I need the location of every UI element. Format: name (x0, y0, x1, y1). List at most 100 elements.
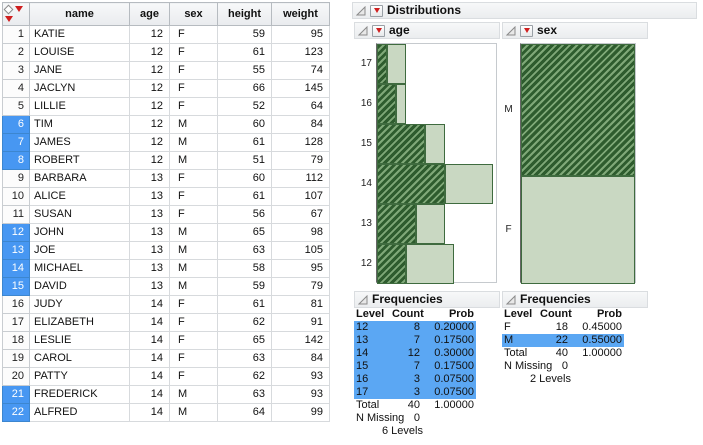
age-histogram-bar[interactable] (377, 164, 493, 204)
cell-sex[interactable]: M (169, 241, 218, 260)
row-number-cell[interactable]: 4 (2, 79, 30, 98)
row-number-cell[interactable]: 5 (2, 97, 30, 116)
selected-segment[interactable] (377, 124, 425, 164)
cell-sex[interactable]: F (169, 187, 218, 206)
sex-segment-m[interactable] (521, 44, 635, 176)
cell-age[interactable]: 14 (129, 403, 170, 422)
cell-age[interactable]: 14 (129, 331, 170, 350)
disclosure-icon[interactable] (506, 25, 516, 36)
cell-age[interactable]: 13 (129, 277, 170, 296)
cell-age[interactable]: 12 (129, 115, 170, 134)
cell-sex[interactable]: F (169, 97, 218, 116)
row-number-cell[interactable]: 1 (2, 25, 30, 44)
row-number-cell[interactable]: 9 (2, 169, 30, 188)
age-histogram-bar[interactable] (377, 244, 454, 284)
cell-sex[interactable]: F (169, 295, 218, 314)
row-number-cell[interactable]: 2 (2, 43, 30, 62)
distributions-red-triangle-icon[interactable] (370, 4, 383, 17)
cell-age[interactable]: 13 (129, 205, 170, 224)
column-header-age[interactable]: age (129, 2, 170, 26)
cell-weight[interactable]: 81 (271, 295, 330, 314)
cell-height[interactable]: 60 (217, 115, 272, 134)
cell-sex[interactable]: M (169, 133, 218, 152)
cell-age[interactable]: 12 (129, 61, 170, 80)
column-header-sex[interactable]: sex (169, 2, 218, 26)
panel-diamond-icon[interactable] (3, 4, 14, 14)
disclosure-icon[interactable] (358, 294, 368, 305)
cell-name[interactable]: LILLIE (29, 97, 130, 116)
cell-sex[interactable]: F (169, 349, 218, 368)
disclosure-icon[interactable] (506, 294, 516, 305)
cell-weight[interactable]: 95 (271, 259, 330, 278)
cell-name[interactable]: JAMES (29, 133, 130, 152)
cell-weight[interactable]: 99 (271, 403, 330, 422)
cell-height[interactable]: 51 (217, 151, 272, 170)
cell-sex[interactable]: M (169, 115, 218, 134)
age-red-triangle-icon[interactable] (372, 24, 385, 37)
cell-name[interactable]: ALFRED (29, 403, 130, 422)
cell-height[interactable]: 52 (217, 97, 272, 116)
row-number-cell[interactable]: 14 (2, 259, 30, 278)
row-number-cell[interactable]: 11 (2, 205, 30, 224)
cell-weight[interactable]: 123 (271, 43, 330, 62)
cell-sex[interactable]: M (169, 151, 218, 170)
cell-sex[interactable]: F (169, 367, 218, 386)
cell-age[interactable]: 12 (129, 43, 170, 62)
row-number-cell[interactable]: 7 (2, 133, 30, 152)
cell-age[interactable]: 12 (129, 151, 170, 170)
cell-name[interactable]: MICHAEL (29, 259, 130, 278)
table-red-triangle-icon[interactable] (15, 6, 23, 12)
column-header-name[interactable]: name (29, 2, 130, 26)
row-number-cell[interactable]: 20 (2, 367, 30, 386)
cell-weight[interactable]: 107 (271, 187, 330, 206)
cell-sex[interactable]: M (169, 403, 218, 422)
row-number-cell[interactable]: 19 (2, 349, 30, 368)
cell-height[interactable]: 60 (217, 169, 272, 188)
cell-age[interactable]: 13 (129, 169, 170, 188)
cell-weight[interactable]: 95 (271, 25, 330, 44)
row-number-cell[interactable]: 3 (2, 61, 30, 80)
column-header-height[interactable]: height (217, 2, 272, 26)
cell-age[interactable]: 12 (129, 25, 170, 44)
cell-weight[interactable]: 84 (271, 349, 330, 368)
cell-height[interactable]: 66 (217, 79, 272, 98)
cell-height[interactable]: 65 (217, 223, 272, 242)
cell-sex[interactable]: F (169, 61, 218, 80)
cell-name[interactable]: LESLIE (29, 331, 130, 350)
cell-weight[interactable]: 79 (271, 151, 330, 170)
cell-height[interactable]: 55 (217, 61, 272, 80)
row-number-cell[interactable]: 12 (2, 223, 30, 242)
disclosure-icon[interactable] (358, 25, 368, 36)
cell-height[interactable]: 64 (217, 403, 272, 422)
age-histogram-bar[interactable] (377, 204, 445, 244)
cell-name[interactable]: JUDY (29, 295, 130, 314)
cell-height[interactable]: 58 (217, 259, 272, 278)
rows-red-triangle-icon[interactable] (5, 16, 13, 22)
cell-weight[interactable]: 142 (271, 331, 330, 350)
cell-weight[interactable]: 84 (271, 115, 330, 134)
unselected-segment[interactable] (416, 204, 445, 244)
cell-age[interactable]: 13 (129, 187, 170, 206)
cell-weight[interactable]: 105 (271, 241, 330, 260)
cell-weight[interactable]: 91 (271, 313, 330, 332)
cell-height[interactable]: 56 (217, 205, 272, 224)
cell-age[interactable]: 12 (129, 79, 170, 98)
cell-height[interactable]: 61 (217, 133, 272, 152)
cell-name[interactable]: DAVID (29, 277, 130, 296)
cell-name[interactable]: BARBARA (29, 169, 130, 188)
row-number-cell[interactable]: 6 (2, 115, 30, 134)
selected-segment[interactable] (377, 204, 416, 244)
cell-name[interactable]: PATTY (29, 367, 130, 386)
cell-weight[interactable]: 64 (271, 97, 330, 116)
age-histogram-bar[interactable] (377, 44, 406, 84)
cell-sex[interactable]: F (169, 313, 218, 332)
age-histogram-bar[interactable] (377, 84, 406, 124)
cell-sex[interactable]: M (169, 259, 218, 278)
selected-segment[interactable] (377, 244, 406, 284)
cell-sex[interactable]: F (169, 43, 218, 62)
row-number-cell[interactable]: 21 (2, 385, 30, 404)
cell-age[interactable]: 13 (129, 259, 170, 278)
disclosure-icon[interactable] (356, 5, 366, 16)
cell-weight[interactable]: 74 (271, 61, 330, 80)
cell-name[interactable]: JOE (29, 241, 130, 260)
